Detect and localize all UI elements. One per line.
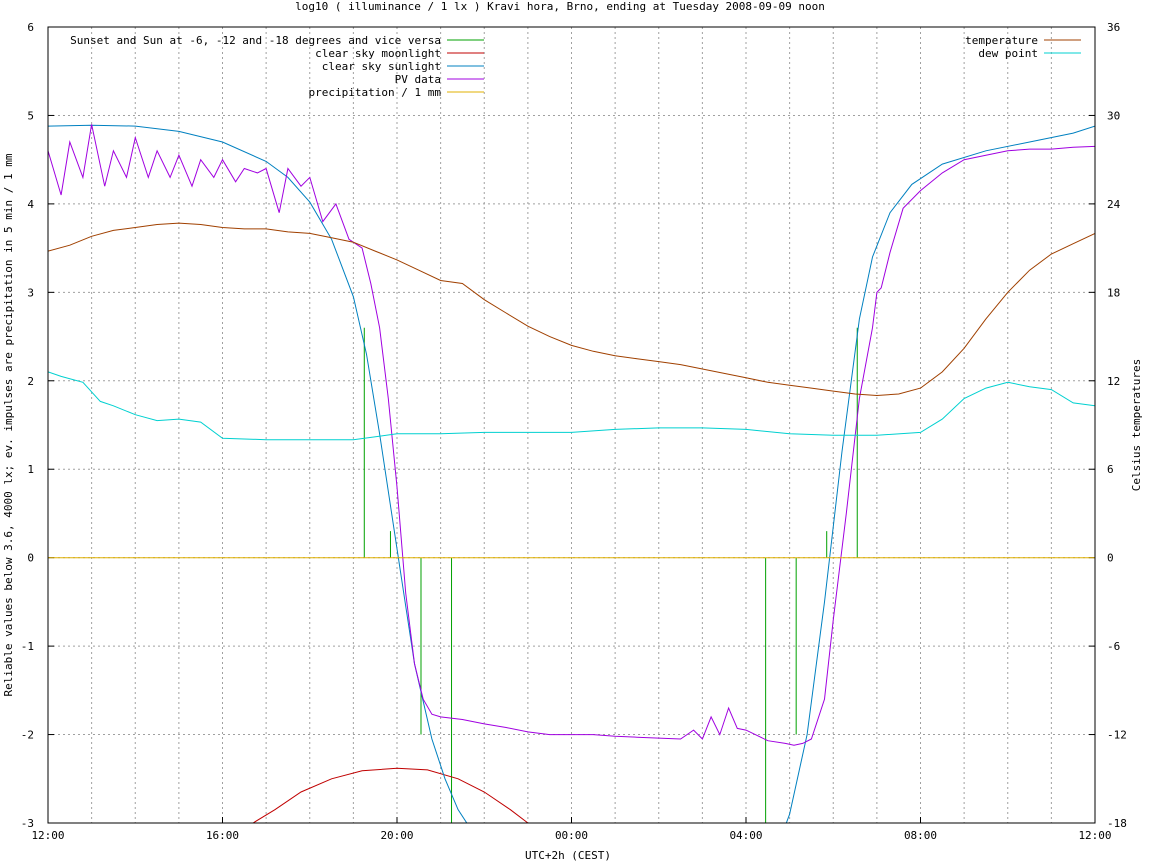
series-sunset [363,327,858,823]
series-line [48,222,1095,397]
legend-label: clear sky sunlight [322,60,441,73]
y-tick-label: -3 [21,817,34,830]
y-tick-label: 4 [27,198,34,211]
y2-tick-label: 24 [1107,198,1121,211]
series-line [48,371,1095,441]
x-tick-label: 20:00 [380,829,413,842]
y-tick-label: 0 [27,552,34,565]
series-layer [48,124,1095,823]
series-line [48,124,1095,746]
y-tick-label: 2 [27,375,34,388]
y2-tick-label: 18 [1107,286,1120,299]
y2-axis-label: Celsius temperatures [1130,359,1143,491]
y2-tick-label: -12 [1107,729,1127,742]
series-dew [48,371,1095,441]
y2-tick-label: -6 [1107,640,1120,653]
y-axis-label: Reliable values below 3.6, 4000 lx; ev. … [2,153,15,696]
y-tick-label: 5 [27,109,34,122]
legend: Sunset and Sun at -6, -12 and -18 degree… [70,34,1081,99]
x-tick-label: 04:00 [729,829,762,842]
y2-tick-label: 30 [1107,109,1120,122]
legend-label: PV data [395,73,441,86]
y2-tick-label: 0 [1107,552,1114,565]
y-tick-label: 1 [27,463,34,476]
series-line [252,767,529,823]
y-tick-label: -1 [21,640,34,653]
x-tick-label: 08:00 [904,829,937,842]
y-tick-label: 3 [27,286,34,299]
x-axis-label: UTC+2h (CEST) [525,849,611,862]
legend-label: temperature [965,34,1038,47]
series-pv [48,124,1095,746]
x-tick-label: 16:00 [206,829,239,842]
series-temperature [48,222,1095,397]
x-tick-label: 12:00 [31,829,64,842]
x-tick-label: 00:00 [555,829,588,842]
plot-frame [47,26,1096,824]
series-clear [48,124,1095,823]
legend-label: dew point [978,47,1038,60]
y2-tick-label: 6 [1107,463,1114,476]
legend-label: precipitation / 1 mm [309,86,442,99]
series-clear [252,767,529,823]
legend-label: clear sky moonlight [315,47,441,60]
y2-tick-label: 12 [1107,375,1120,388]
y2-tick-label: 36 [1107,21,1120,34]
x-tick-label: 12:00 [1078,829,1111,842]
legend-label: Sunset and Sun at -6, -12 and -18 degree… [70,34,441,47]
chart-title: log10 ( illuminance / 1 lx ) Kravi hora,… [295,0,825,13]
y-tick-label: 6 [27,21,34,34]
y-tick-label: -2 [21,729,34,742]
y2-tick-label: -18 [1107,817,1127,830]
series-line [48,124,1095,823]
